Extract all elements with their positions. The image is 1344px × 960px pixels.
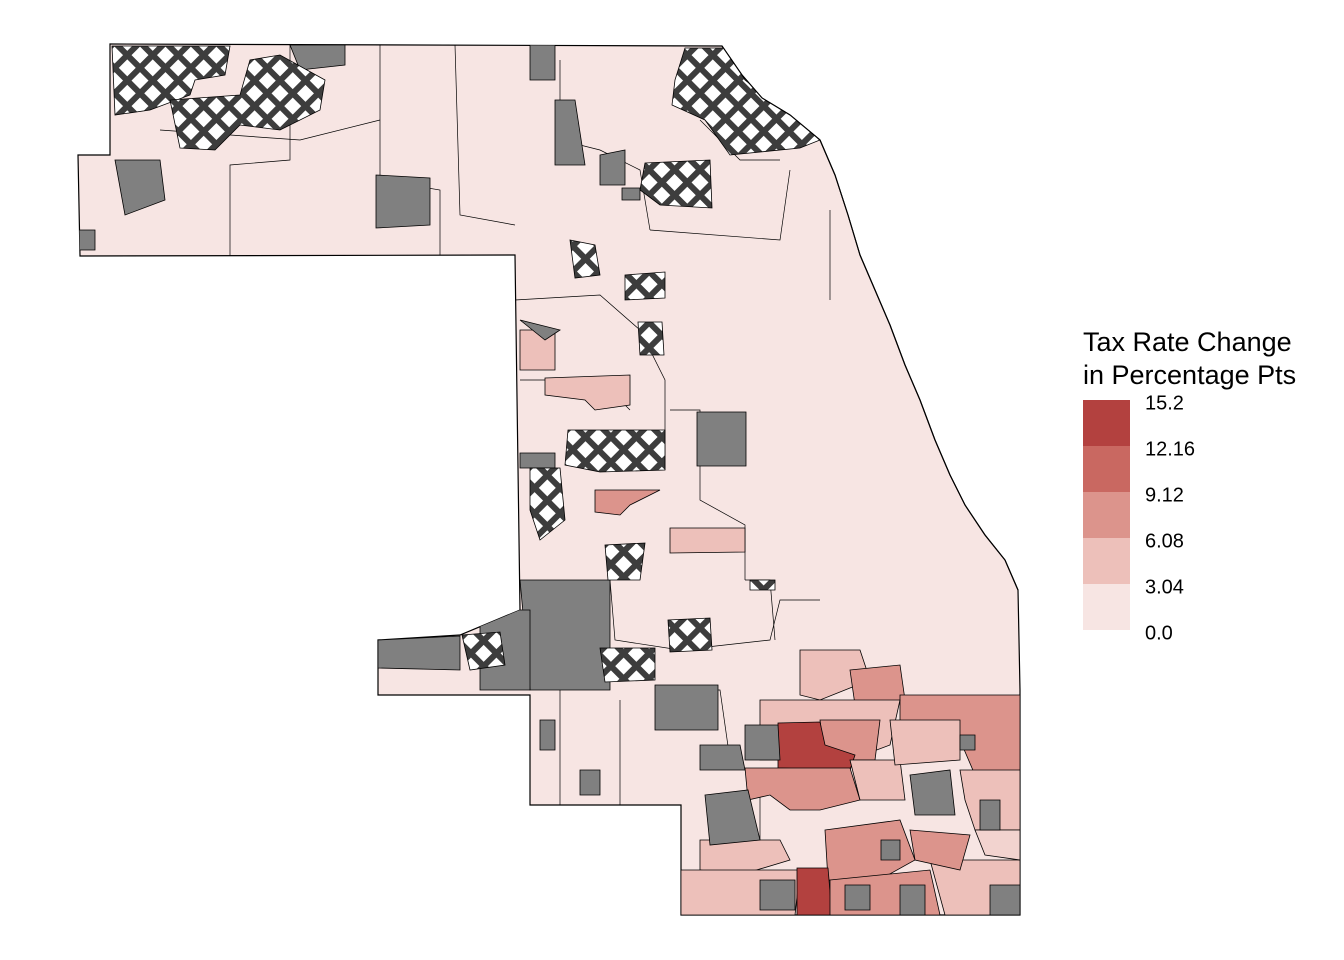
legend-swatch-bin4 — [1083, 446, 1130, 492]
rate-zone-bin4 — [849, 664, 906, 706]
rate-zone-bin4 — [699, 839, 791, 876]
legend-tick-label: 12.16 — [1145, 438, 1196, 461]
rate-zone-bin6 — [796, 867, 833, 915]
legend-colorbar: 15.2 12.16 9.12 6.08 3.04 0.0 — [1083, 393, 1333, 650]
lake-shoreline — [721, 45, 1019, 591]
rate-zone-bin3 — [889, 719, 961, 766]
rate-zone-bin3 — [849, 759, 906, 801]
rate-zone-bin3 — [669, 527, 746, 554]
legend-tick-label: 6.08 — [1145, 530, 1184, 553]
legend-tick-label: 15.2 — [1145, 392, 1184, 415]
legend: Tax Rate Change in Percentage Pts 15.2 1… — [1083, 326, 1333, 650]
rate-zone-bin3 — [544, 374, 631, 411]
legend-swatch-bin5 — [1083, 400, 1130, 446]
legend-title-line1: Tax Rate Change — [1083, 327, 1292, 357]
legend-swatch-bin1 — [1083, 584, 1130, 630]
legend-swatch-bin3 — [1083, 492, 1130, 538]
rate-zone-bin4 — [744, 767, 861, 811]
legend-tick-label: 0.0 — [1145, 622, 1173, 645]
hatched-zones — [111, 45, 821, 683]
legend-swatch-bin2 — [1083, 538, 1130, 584]
rate-zone-bin4 — [909, 829, 971, 871]
rate-zone-bin4 — [594, 489, 661, 516]
legend-tick-label: 3.04 — [1145, 576, 1184, 599]
rate-zone-bin3 — [974, 829, 1020, 861]
rate-zone-bin3 — [799, 649, 871, 701]
no-data-zones — [78, 44, 1020, 915]
legend-title-line2: in Percentage Pts — [1083, 360, 1297, 390]
legend-tick-label: 9.12 — [1145, 484, 1184, 507]
